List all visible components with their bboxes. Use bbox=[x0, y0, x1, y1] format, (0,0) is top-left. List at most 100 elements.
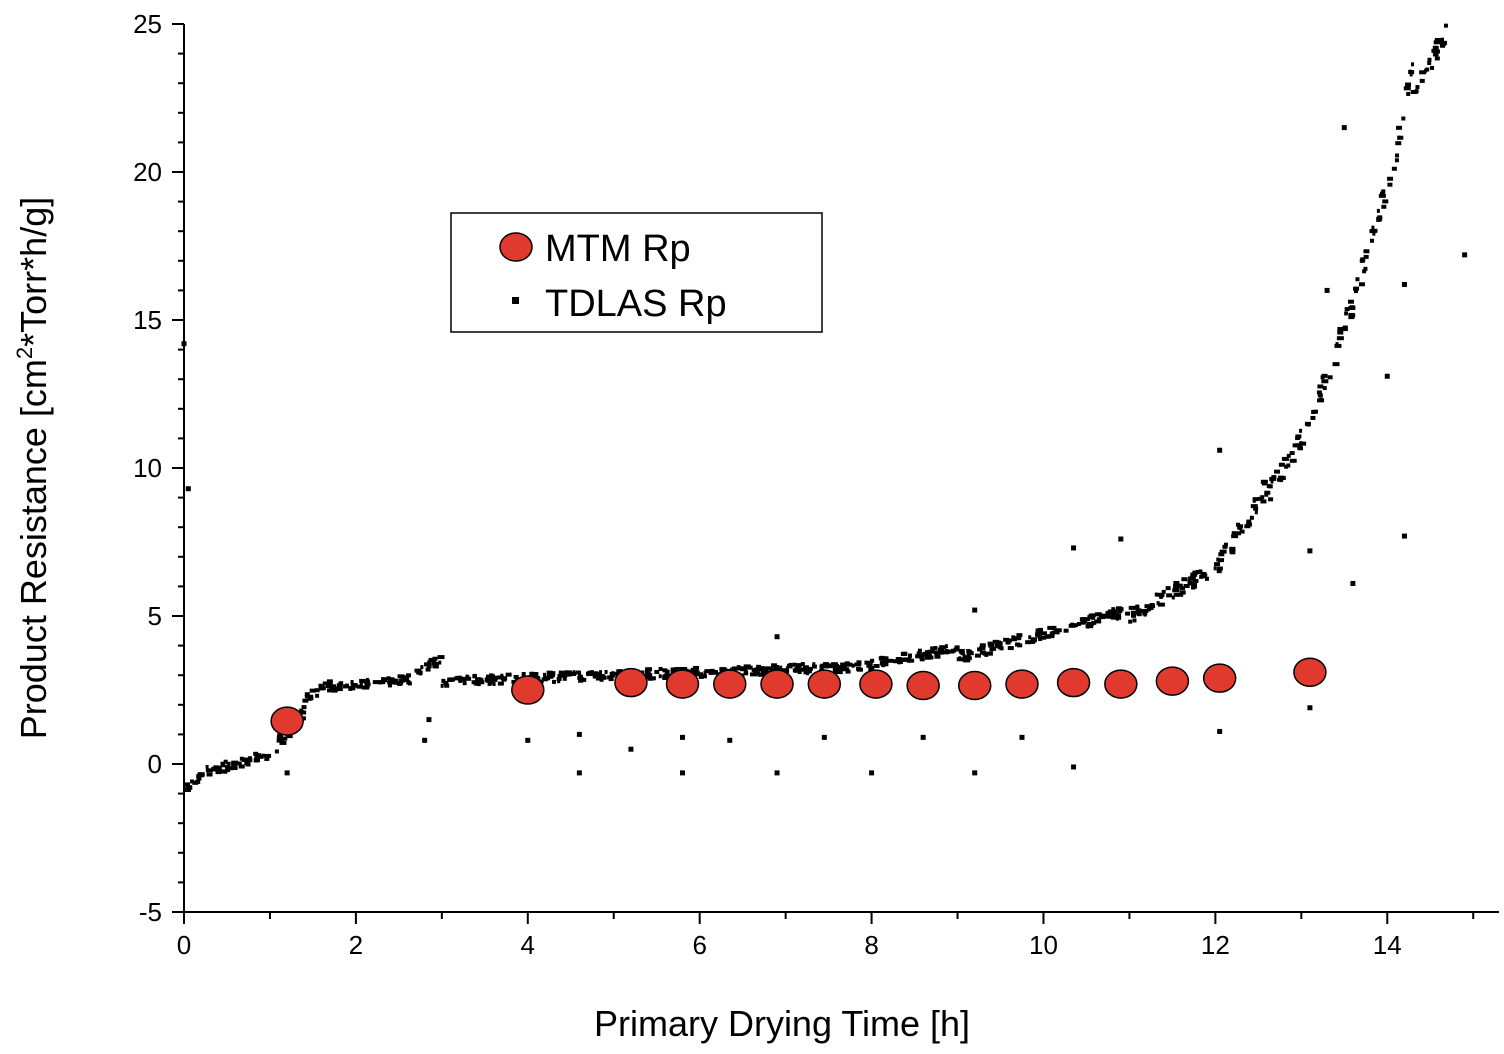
tdlas-point bbox=[654, 669, 660, 674]
tdlas-point bbox=[242, 757, 249, 762]
tdlas-point bbox=[981, 645, 986, 650]
tdlas-point bbox=[1231, 534, 1239, 539]
tdlas-point bbox=[908, 658, 915, 663]
tdlas-point bbox=[789, 664, 793, 669]
tdlas-point bbox=[1114, 609, 1118, 614]
mtm-point bbox=[665, 669, 700, 699]
tdlas-point bbox=[1401, 533, 1407, 539]
tdlas-point bbox=[842, 667, 850, 672]
tdlas-point bbox=[840, 662, 848, 667]
tdlas-point bbox=[731, 666, 739, 671]
tdlas-point bbox=[248, 756, 253, 761]
tdlas-point bbox=[1281, 456, 1289, 461]
tdlas-point bbox=[1307, 548, 1313, 554]
tdlas-point bbox=[1408, 69, 1414, 74]
tdlas-point bbox=[226, 768, 231, 773]
tdlas-point bbox=[196, 776, 202, 781]
tdlas-point bbox=[356, 684, 362, 689]
tdlas-point bbox=[578, 672, 582, 677]
tdlas-point bbox=[361, 685, 365, 690]
tdlas-point bbox=[185, 787, 192, 792]
tdlas-point bbox=[360, 679, 366, 684]
tdlas-point bbox=[1094, 619, 1102, 624]
tdlas-point bbox=[500, 676, 506, 681]
tdlas-point bbox=[1231, 531, 1236, 536]
tdlas-point bbox=[1035, 628, 1040, 633]
tdlas-point bbox=[1157, 592, 1165, 597]
tdlas-point bbox=[562, 670, 569, 675]
tdlas-point bbox=[329, 688, 334, 693]
tdlas-point bbox=[847, 662, 853, 667]
tdlas-point bbox=[1252, 498, 1256, 503]
tdlas-point bbox=[205, 764, 209, 769]
tdlas-point bbox=[239, 756, 244, 761]
tdlas-point bbox=[645, 672, 653, 677]
tdlas-point bbox=[996, 641, 1002, 646]
tdlas-point bbox=[1017, 636, 1022, 641]
tdlas-point bbox=[265, 753, 272, 758]
tdlas-point bbox=[924, 650, 931, 655]
tdlas-point bbox=[1157, 602, 1165, 607]
tdlas-point bbox=[969, 651, 974, 656]
tdlas-point bbox=[902, 651, 908, 656]
tdlas-point bbox=[628, 746, 634, 752]
tdlas-point bbox=[927, 649, 935, 654]
tdlas-point bbox=[820, 663, 826, 668]
tdlas-point bbox=[939, 645, 947, 650]
tdlas-point bbox=[1382, 199, 1389, 204]
tdlas-point bbox=[285, 734, 293, 739]
tdlas-point bbox=[1237, 525, 1243, 530]
tdlas-point bbox=[238, 764, 245, 769]
tdlas-point bbox=[966, 649, 971, 654]
tdlas-point bbox=[575, 670, 581, 675]
tdlas-point bbox=[432, 656, 438, 661]
tdlas-point bbox=[1180, 586, 1186, 591]
tdlas-point bbox=[1425, 67, 1430, 72]
tdlas-point bbox=[1107, 614, 1114, 619]
tdlas-point bbox=[302, 698, 309, 703]
tdlas-point bbox=[1299, 428, 1303, 433]
tdlas-point bbox=[557, 679, 561, 684]
x-tick-label: 6 bbox=[692, 930, 706, 960]
tdlas-point bbox=[831, 662, 837, 667]
tdlas-point bbox=[1434, 37, 1442, 42]
tdlas-point bbox=[749, 672, 757, 677]
tdlas-point bbox=[696, 672, 704, 677]
tdlas-point bbox=[1430, 65, 1435, 70]
tdlas-point bbox=[1322, 386, 1327, 391]
tdlas-point bbox=[966, 652, 971, 657]
tdlas-point bbox=[926, 655, 931, 660]
tdlas-point bbox=[543, 672, 547, 677]
y-tick-label: 10 bbox=[133, 453, 162, 483]
tdlas-point bbox=[264, 756, 270, 761]
mtm-point bbox=[713, 669, 747, 699]
tdlas-point bbox=[1213, 566, 1217, 571]
tdlas-point bbox=[1073, 623, 1078, 628]
tdlas-point bbox=[1347, 299, 1354, 304]
tdlas-point bbox=[423, 662, 430, 667]
tdlas-point bbox=[841, 664, 847, 669]
tdlas-point bbox=[219, 769, 227, 774]
tdlas-point bbox=[1278, 475, 1285, 480]
tdlas-point bbox=[406, 680, 411, 685]
tdlas-point bbox=[601, 674, 606, 679]
tdlas-point bbox=[1372, 231, 1376, 236]
tdlas-point bbox=[916, 651, 922, 656]
tdlas-point bbox=[572, 670, 576, 675]
tdlas-point bbox=[934, 654, 941, 659]
tdlas-point bbox=[406, 673, 412, 678]
tdlas-point bbox=[397, 674, 405, 679]
tdlas-point bbox=[1261, 481, 1267, 486]
tdlas-point bbox=[1116, 606, 1123, 611]
tdlas-point bbox=[1397, 135, 1404, 140]
tdlas-point bbox=[279, 740, 287, 745]
tdlas-point bbox=[743, 664, 751, 669]
tdlas-point bbox=[1166, 593, 1173, 598]
tdlas-point bbox=[897, 660, 901, 665]
tdlas-point bbox=[1216, 557, 1220, 562]
tdlas-point bbox=[500, 673, 504, 678]
tdlas-point bbox=[779, 665, 783, 670]
tdlas-point bbox=[1397, 135, 1401, 140]
tdlas-point bbox=[1136, 612, 1142, 617]
tdlas-point bbox=[1284, 464, 1289, 469]
